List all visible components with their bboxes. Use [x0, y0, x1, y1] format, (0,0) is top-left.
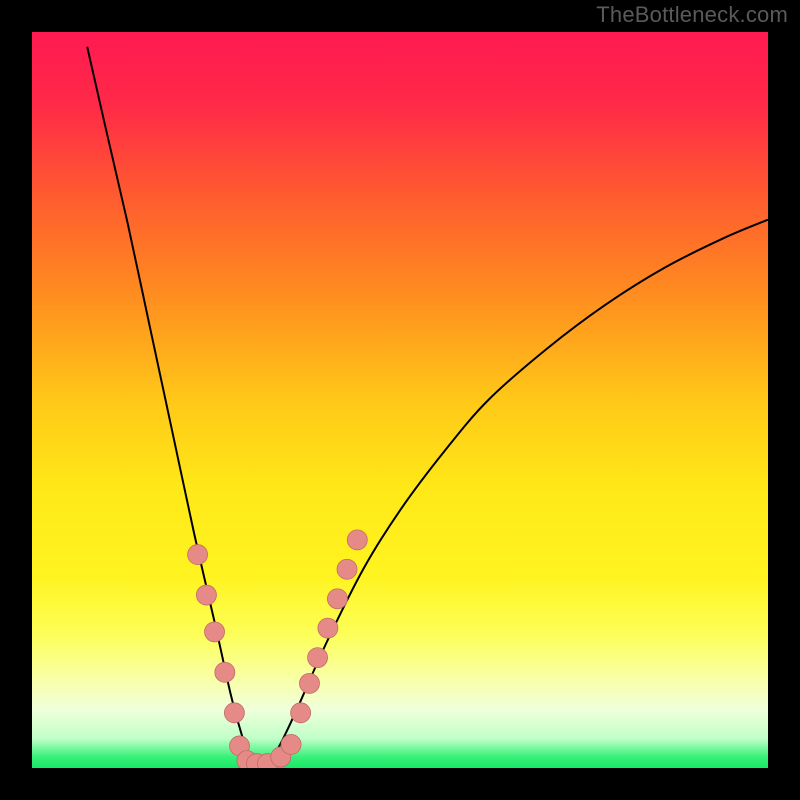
chart-container: TheBottleneck.com [0, 0, 800, 800]
data-marker [347, 530, 367, 550]
data-marker [299, 673, 319, 693]
data-marker [188, 545, 208, 565]
data-marker [196, 585, 216, 605]
data-marker [337, 559, 357, 579]
data-marker [205, 622, 225, 642]
data-marker [308, 648, 328, 668]
data-marker [291, 703, 311, 723]
bottleneck-chart [0, 0, 800, 800]
data-marker [224, 703, 244, 723]
data-marker [281, 734, 301, 754]
chart-gradient-background [32, 32, 768, 768]
data-marker [327, 589, 347, 609]
data-marker [318, 618, 338, 638]
data-marker [215, 662, 235, 682]
